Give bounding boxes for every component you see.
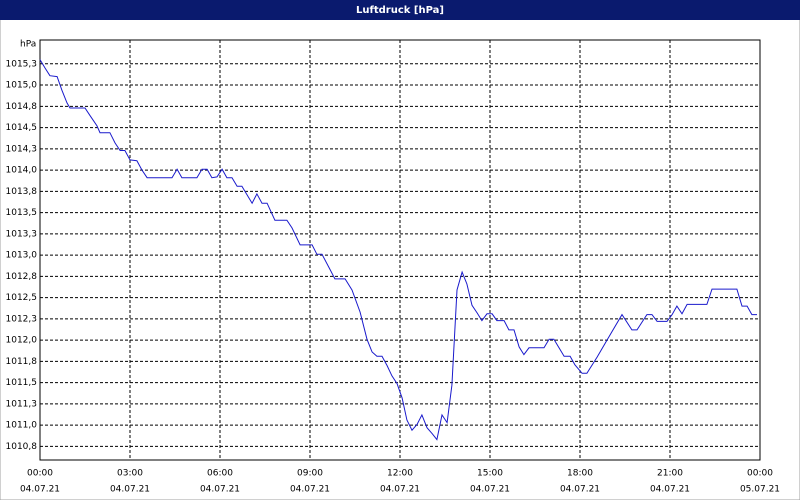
y-tick-label: 1015,0 (6, 81, 38, 91)
x-tick-date: 04.07.21 (110, 485, 150, 495)
x-tick-date: 04.07.21 (290, 485, 330, 495)
x-tick-date: 04.07.21 (650, 485, 690, 495)
x-tick-label: 00:00 (747, 469, 773, 479)
x-tick-date: 04.07.21 (20, 485, 60, 495)
x-tick-date: 04.07.21 (470, 485, 510, 495)
y-tick-label: 1014,5 (6, 123, 38, 133)
y-tick-label: 1014,0 (6, 166, 38, 176)
y-tick-label: 1012,8 (6, 272, 38, 282)
x-tick-label: 03:00 (117, 469, 143, 479)
x-tick-date: 04.07.21 (200, 485, 240, 495)
x-tick-label: 09:00 (297, 469, 323, 479)
y-tick-label: 1012,3 (6, 314, 38, 324)
data-line (39, 59, 757, 441)
y-tick-label: 1013,5 (6, 208, 38, 218)
y-tick-label: 1013,0 (6, 251, 38, 261)
x-tick-label: 15:00 (477, 469, 503, 479)
y-tick-label: 1011,8 (6, 357, 38, 367)
y-tick-label: 1013,8 (6, 187, 38, 197)
y-tick-label: 1013,3 (6, 229, 38, 239)
x-tick-label: 18:00 (567, 469, 593, 479)
y-tick-label: 1014,3 (6, 144, 38, 154)
y-tick-label: 1014,8 (6, 102, 38, 112)
y-tick-label: 1012,5 (6, 293, 38, 303)
x-tick-date: 04.07.21 (560, 485, 600, 495)
x-tick-label: 12:00 (387, 469, 413, 479)
x-tick-date: 05.07.21 (740, 485, 780, 495)
x-tick-date: 04.07.21 (380, 485, 420, 495)
y-tick-label: 1011,5 (6, 378, 38, 388)
x-tick-label: 06:00 (207, 469, 233, 479)
y-tick-label: 1011,0 (6, 421, 38, 431)
y-tick-label: 1010,8 (6, 442, 38, 452)
x-tick-label: 21:00 (657, 469, 683, 479)
y-axis-label: hPa (20, 40, 36, 50)
y-tick-label: 1015,3 (6, 59, 38, 69)
y-tick-label: 1012,0 (6, 336, 38, 346)
title-bar (0, 0, 800, 20)
x-tick-label: 00:00 (27, 469, 53, 479)
y-tick-label: 1011,3 (6, 399, 38, 409)
chart-title: Luftdruck [hPa] (356, 5, 444, 16)
